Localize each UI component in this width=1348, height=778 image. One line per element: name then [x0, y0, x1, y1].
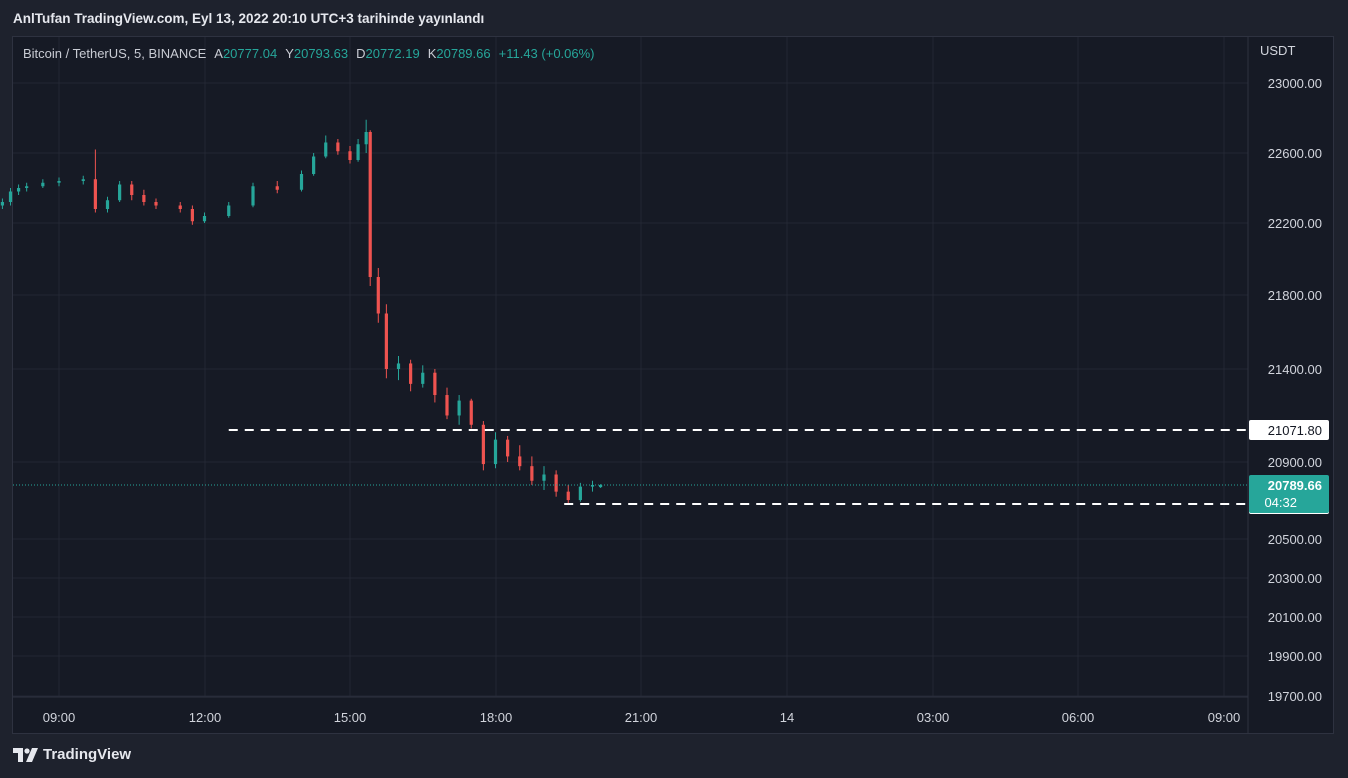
candle-body — [130, 184, 134, 195]
candle-body — [421, 372, 425, 384]
candle-body — [8, 191, 13, 202]
candle-body — [384, 313, 388, 369]
price-tick: 23000.00 — [1268, 76, 1322, 91]
grid-lines — [13, 37, 1248, 697]
candle-body — [566, 491, 570, 501]
candle-body — [368, 132, 372, 277]
candle-body — [118, 184, 122, 201]
candle-body — [251, 186, 255, 206]
symbol-label[interactable]: Bitcoin / TetherUS, 5, BINANCE — [23, 46, 207, 61]
candle-body — [190, 209, 194, 222]
price-tick: 21400.00 — [1268, 362, 1322, 377]
time-tick: 21:00 — [625, 710, 658, 725]
price-tick: 19700.00 — [1268, 689, 1322, 704]
candle-body — [348, 151, 352, 160]
horizontal-lines — [13, 429, 1248, 505]
time-tick: 12:00 — [189, 710, 222, 725]
low-label: D — [356, 46, 366, 61]
currency-label[interactable]: USDT — [1260, 43, 1296, 58]
candle-body — [457, 400, 461, 416]
candle-body — [0, 202, 5, 206]
time-tick: 06:00 — [1062, 710, 1095, 725]
candle-body — [324, 142, 328, 157]
price-tick: 20900.00 — [1268, 455, 1322, 470]
candle-body — [481, 424, 485, 465]
time-tick: 03:00 — [917, 710, 950, 725]
open-label: A — [214, 46, 223, 61]
candle-body — [396, 363, 401, 369]
candle-body — [376, 277, 380, 314]
time-tick: 09:00 — [43, 710, 76, 725]
candle-body — [312, 156, 316, 174]
close-value: 20789.66 — [436, 46, 491, 61]
candle-body — [93, 179, 97, 209]
candle-body — [227, 205, 231, 216]
candle-body — [445, 395, 449, 416]
time-axis: 09:00 12:00 15:00 18:00 21:00 14 03:00 06:00 09:… — [43, 710, 1241, 725]
countdown-label: 04:32 — [1264, 495, 1297, 510]
candle-body — [590, 484, 595, 487]
tradingview-logo-icon — [13, 747, 38, 762]
price-tick: 22200.00 — [1268, 216, 1322, 231]
open-value: 20777.04 — [222, 46, 278, 61]
candle-body — [178, 205, 182, 209]
price-tick: 20300.00 — [1268, 571, 1322, 586]
candle-body — [598, 485, 603, 488]
time-tick: 18:00 — [480, 710, 513, 725]
footer: TradingView — [13, 746, 131, 763]
high-label: Y — [285, 46, 294, 61]
price-tick: 20100.00 — [1268, 610, 1322, 625]
candle-body — [506, 439, 510, 457]
candle-body — [57, 181, 61, 183]
candles — [0, 119, 603, 505]
candle-body — [356, 144, 360, 160]
time-tick: 09:00 — [1208, 710, 1241, 725]
candle-body — [518, 456, 522, 467]
ohlc-legend: Bitcoin / TetherUS, 5, BINANCE A20777.04 Y… — [23, 46, 595, 61]
candle-body — [275, 186, 279, 190]
horizontal-line-label: 21071.80 — [1268, 423, 1322, 438]
price-tick: 22600.00 — [1268, 146, 1322, 161]
candle-body — [81, 179, 85, 181]
candle-body — [16, 188, 21, 192]
candle-body — [469, 400, 473, 425]
candle-body — [154, 202, 158, 206]
price-tick: 21800.00 — [1268, 288, 1322, 303]
candle-body — [41, 182, 45, 187]
low-value: 20772.19 — [365, 46, 420, 61]
chart-frame[interactable] — [12, 36, 1334, 734]
brand-label: TradingView — [43, 746, 132, 763]
horizontal-line-label-bg — [1249, 420, 1329, 440]
candle-body — [336, 142, 340, 152]
time-tick: 15:00 — [334, 710, 367, 725]
high-value: 20793.63 — [293, 46, 349, 61]
candle-body — [364, 132, 368, 145]
close-label: K — [427, 46, 437, 61]
candle-body — [530, 466, 534, 481]
candle-body — [105, 200, 110, 209]
candle-body — [493, 439, 498, 465]
candle-body — [578, 486, 582, 501]
candle-body — [433, 372, 437, 396]
candle-body — [202, 216, 207, 222]
price-tick: 19900.00 — [1268, 649, 1322, 664]
price-axis: 23000.00 22600.00 22200.00 21800.00 21400.00… — [1268, 76, 1322, 704]
candle-body — [25, 186, 29, 188]
publish-info: AnlTufan TradingView.com, Eyl 13, 2022 2… — [13, 11, 485, 26]
candle-body — [299, 174, 304, 190]
current-price-label: 20789.66 — [1268, 478, 1322, 493]
time-tick: 14 — [780, 710, 794, 725]
candle-body — [542, 474, 546, 481]
current-price-label-bg — [1249, 475, 1329, 513]
candle-body — [554, 474, 558, 492]
price-tick: 20500.00 — [1268, 532, 1322, 547]
change-value: +11.43 (+0.06%) — [498, 46, 595, 61]
candle-body — [409, 363, 413, 384]
candle-body — [142, 195, 146, 202]
